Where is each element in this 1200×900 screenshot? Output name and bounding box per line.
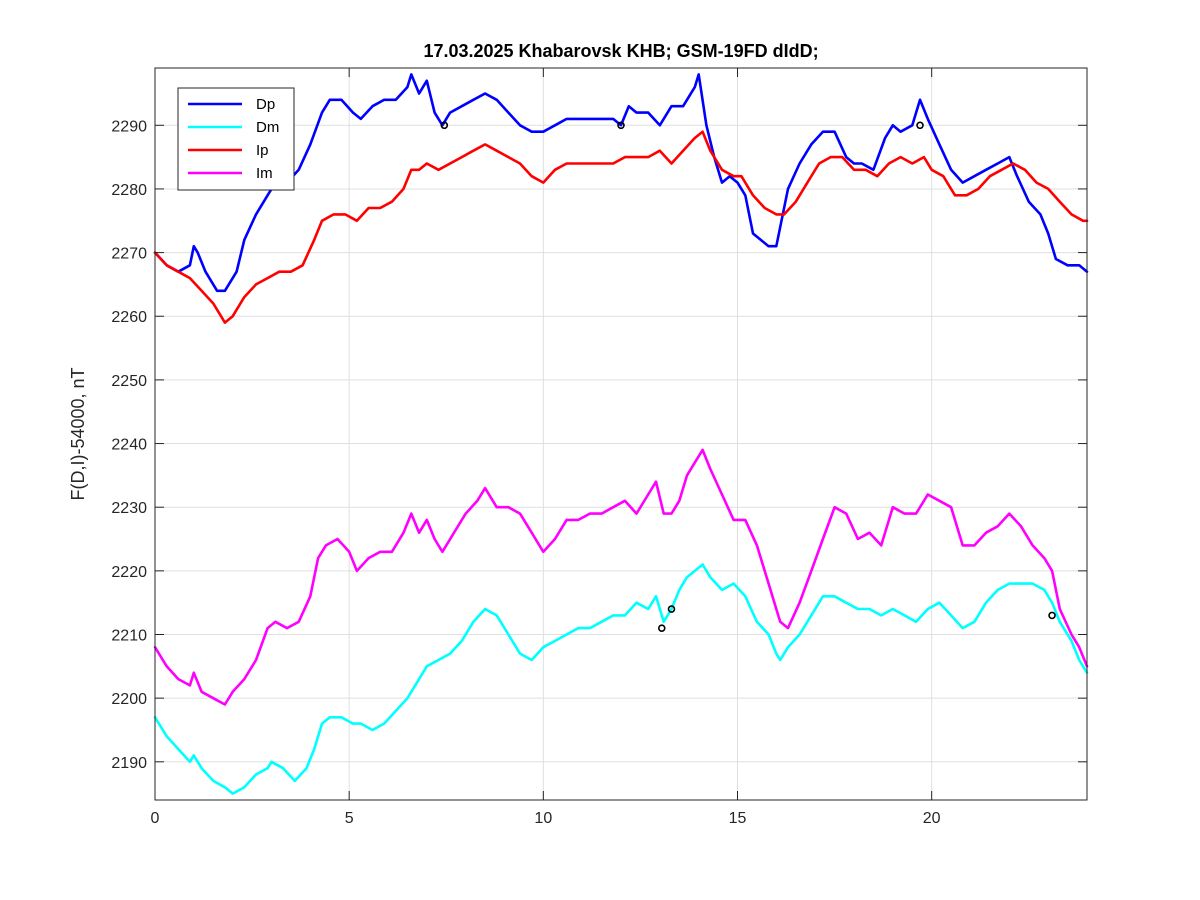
x-tick-label: 0	[151, 810, 160, 827]
x-tick-label: 5	[345, 810, 354, 827]
data-marker	[657, 624, 666, 632]
data-marker	[916, 121, 924, 130]
plot-area	[154, 67, 1088, 801]
grid	[154, 68, 1087, 800]
x-tick-label: 20	[923, 810, 941, 827]
data-marker	[617, 121, 625, 130]
y-tick-label: 2240	[111, 437, 147, 454]
data-marker	[667, 605, 676, 613]
y-tick-label: 2210	[111, 628, 147, 645]
series-group	[153, 73, 1089, 795]
y-tick-label: 2260	[111, 309, 147, 326]
y-axis-label: F(D,I)-54000, nT	[68, 367, 88, 500]
ticks: 0 5 10 15 20 2190 2200 2210 2220 2230 2240 2250 2260…	[111, 68, 1087, 827]
legend-label-im: Im	[256, 165, 273, 182]
y-tick-label: 2290	[111, 118, 147, 135]
y-tick-label: 2220	[111, 564, 147, 581]
y-tick-label: 2250	[111, 373, 147, 390]
y-tick-label: 2270	[111, 246, 147, 263]
chart-title: 17.03.2025 Khabarovsk KHB; GSM-19FD dIdD…	[423, 41, 818, 61]
data-marker	[440, 121, 449, 130]
series-line-im	[153, 448, 1089, 706]
legend-label-dm: Dm	[256, 119, 279, 136]
y-tick-label: 2280	[111, 182, 147, 199]
x-tick-label: 10	[534, 810, 552, 827]
data-marker	[1048, 611, 1056, 620]
legend-label-ip: Ip	[256, 142, 269, 159]
y-tick-label: 2200	[111, 691, 147, 708]
y-tick-label: 2230	[111, 500, 147, 517]
series-line-dm	[153, 563, 1089, 795]
x-tick-label: 15	[729, 810, 747, 827]
series-line-dp	[153, 73, 1089, 293]
markers-group	[440, 121, 1056, 632]
legend-label-dp: Dp	[256, 96, 275, 113]
y-tick-label: 2190	[111, 755, 147, 772]
legend: Dp Dm Ip Im	[177, 87, 295, 191]
series-line-ip	[153, 130, 1089, 324]
